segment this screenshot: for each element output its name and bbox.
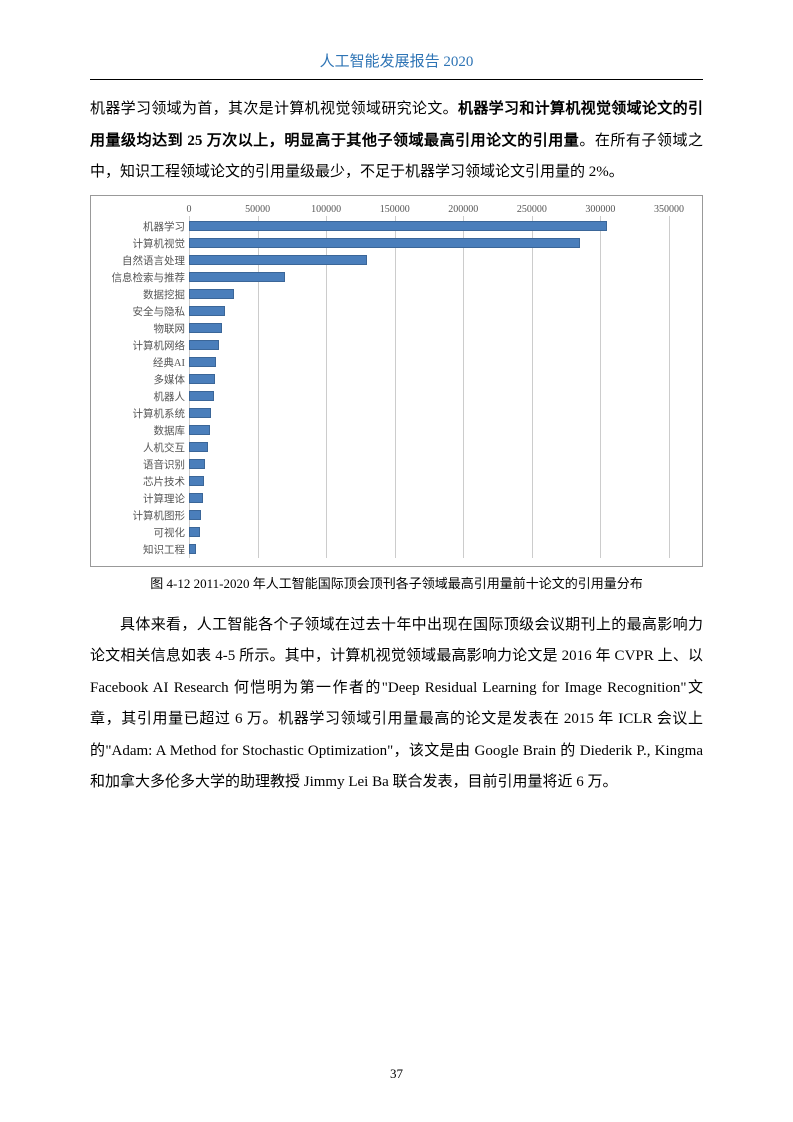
bar: [189, 510, 201, 520]
para1-text-a: 机器学习领域为首，其次是计算机视觉领域研究论文。: [90, 101, 458, 117]
citation-bar-chart: 0 50000 100000 150000 200000 250000 300000 3500…: [90, 195, 703, 567]
bar-label: 多媒体: [97, 372, 189, 387]
bar-label: 信息检索与推荐: [97, 270, 189, 285]
bar: [189, 544, 196, 554]
bar-row: 物联网: [97, 320, 690, 337]
bar-row: 数据库: [97, 422, 690, 439]
bar-label: 人机交互: [97, 440, 189, 455]
bar-row: 计算机系统: [97, 405, 690, 422]
bar: [189, 459, 205, 469]
paragraph-2: 具体来看，人工智能各个子领域在过去十年中出现在国际顶级会议期刊上的最高影响力论文…: [90, 610, 703, 799]
bar-row: 多媒体: [97, 371, 690, 388]
bar: [189, 493, 203, 503]
bar-label: 机器学习: [97, 219, 189, 234]
bar: [189, 272, 285, 282]
bar: [189, 306, 225, 316]
chart-x-axis: 0 50000 100000 150000 200000 250000 300000 3500…: [189, 204, 690, 218]
chart-caption: 图 4-12 2011-2020 年人工智能国际顶会顶刊各子领域最高引用量前十论…: [90, 573, 703, 592]
bar: [189, 357, 216, 367]
bar: [189, 221, 607, 231]
bar: [189, 408, 211, 418]
bar: [189, 238, 580, 248]
bar-label: 可视化: [97, 525, 189, 540]
x-tick-label: 0: [187, 204, 192, 215]
bar: [189, 255, 367, 265]
bar-label: 计算机系统: [97, 406, 189, 421]
x-tick-label: 150000: [380, 204, 410, 215]
bar-row: 可视化: [97, 524, 690, 541]
page-number: 37: [0, 1066, 793, 1082]
bar-label: 计算理论: [97, 491, 189, 506]
bar-row: 语音识别: [97, 456, 690, 473]
bar-row: 安全与隐私: [97, 303, 690, 320]
x-tick-label: 200000: [448, 204, 478, 215]
bar: [189, 425, 210, 435]
bar-label: 计算机视觉: [97, 236, 189, 251]
bar-label: 数据库: [97, 423, 189, 438]
bar-label: 经典AI: [97, 355, 189, 370]
bar-row: 信息检索与推荐: [97, 269, 690, 286]
chart-bars-area: 机器学习计算机视觉自然语言处理信息检索与推荐数据挖掘安全与隐私物联网计算机网络经…: [97, 218, 690, 558]
bar-label: 自然语言处理: [97, 253, 189, 268]
header-rule: [90, 79, 703, 80]
bar-row: 计算理论: [97, 490, 690, 507]
bar-label: 芯片技术: [97, 474, 189, 489]
bar: [189, 527, 200, 537]
bar-label: 知识工程: [97, 542, 189, 557]
bar-row: 数据挖掘: [97, 286, 690, 303]
bar-label: 机器人: [97, 389, 189, 404]
bar-row: 自然语言处理: [97, 252, 690, 269]
bar: [189, 476, 204, 486]
bar-row: 机器学习: [97, 218, 690, 235]
x-tick-label: 50000: [245, 204, 270, 215]
bar: [189, 323, 222, 333]
bar-row: 知识工程: [97, 541, 690, 558]
bar-label: 数据挖掘: [97, 287, 189, 302]
bar-row: 计算机视觉: [97, 235, 690, 252]
bar-row: 计算机图形: [97, 507, 690, 524]
bar-row: 计算机网络: [97, 337, 690, 354]
x-tick-label: 100000: [311, 204, 341, 215]
bar-label: 安全与隐私: [97, 304, 189, 319]
bar-label: 计算机图形: [97, 508, 189, 523]
x-tick-label: 300000: [585, 204, 615, 215]
bar: [189, 289, 234, 299]
bar: [189, 374, 215, 384]
bar-row: 人机交互: [97, 439, 690, 456]
bar-row: 经典AI: [97, 354, 690, 371]
bar-row: 芯片技术: [97, 473, 690, 490]
bar-label: 物联网: [97, 321, 189, 336]
bar-row: 机器人: [97, 388, 690, 405]
paragraph-1: 机器学习领域为首，其次是计算机视觉领域研究论文。机器学习和计算机视觉领域论文的引…: [90, 94, 703, 189]
x-tick-label: 250000: [517, 204, 547, 215]
bar-label: 计算机网络: [97, 338, 189, 353]
page-header: 人工智能发展报告 2020: [90, 50, 703, 71]
x-tick-label: 350000: [654, 204, 684, 215]
bar-label: 语音识别: [97, 457, 189, 472]
bar: [189, 391, 214, 401]
bar: [189, 442, 208, 452]
bar: [189, 340, 219, 350]
